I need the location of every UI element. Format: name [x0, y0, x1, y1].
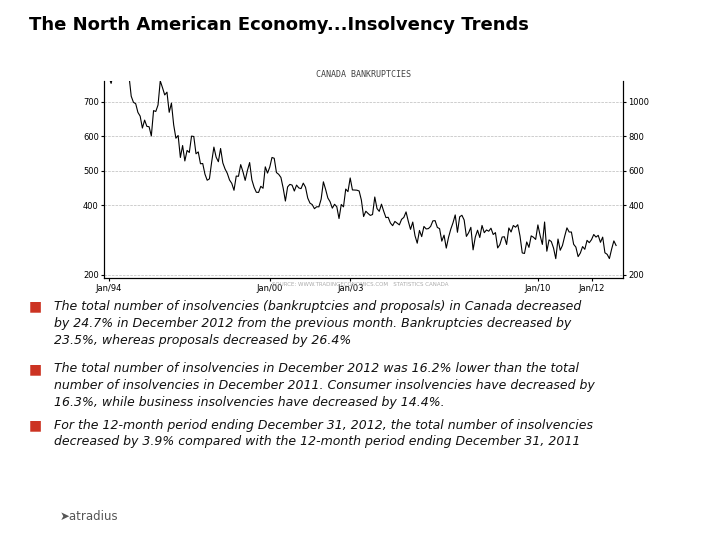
- Text: ■: ■: [29, 418, 42, 433]
- Text: ■: ■: [29, 300, 42, 314]
- Text: ➤atradius: ➤atradius: [60, 510, 118, 523]
- Title: CANADA BANKRUPTCIES: CANADA BANKRUPTCIES: [316, 70, 411, 79]
- Text: For the 12-month period ending December 31, 2012, the total number of insolvenci: For the 12-month period ending December …: [54, 418, 593, 449]
- Text: The total number of insolvencies (bankruptcies and proposals) in Canada decrease: The total number of insolvencies (bankru…: [54, 300, 581, 347]
- Text: The total number of insolvencies in December 2012 was 16.2% lower than the total: The total number of insolvencies in Dece…: [54, 362, 595, 409]
- Text: SOURCE: WWW.TRADINGECONOMICS.COM   STATISTICS CANADA: SOURCE: WWW.TRADINGECONOMICS.COM STATIST…: [271, 282, 449, 287]
- Text: ■: ■: [29, 362, 42, 376]
- Text: The North American Economy...Insolvency Trends: The North American Economy...Insolvency …: [29, 16, 528, 34]
